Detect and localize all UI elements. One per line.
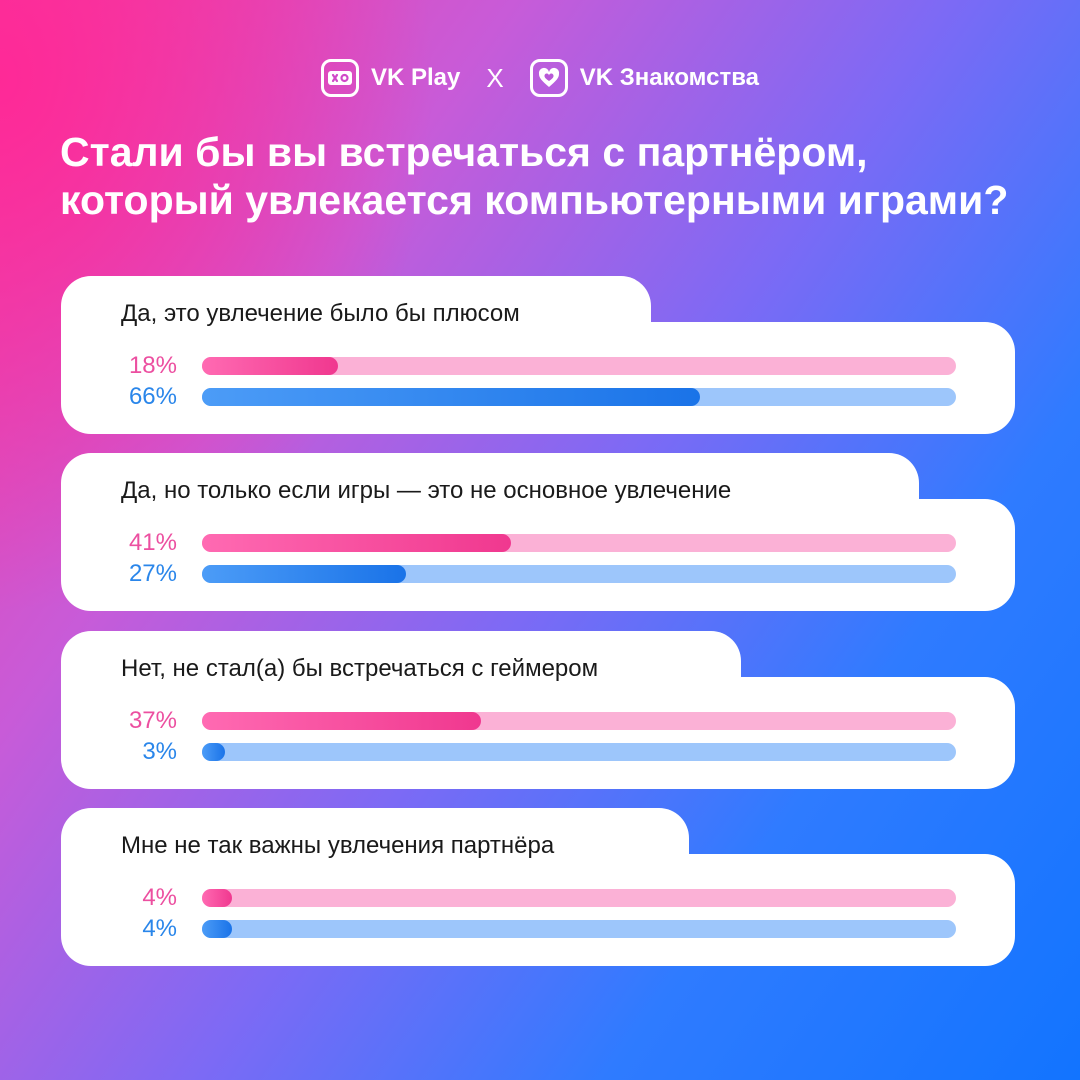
bar-fill-series-1 <box>202 534 512 552</box>
bar-row-series-1: 41% <box>61 529 1015 556</box>
bar-track-series-1 <box>202 534 956 552</box>
bar-track-series-2 <box>202 388 956 406</box>
value-label-series-1: 37% <box>128 707 177 734</box>
answer-option-label: Нет, не стал(а) бы встречаться с геймеро… <box>121 655 599 682</box>
brand-header: VK Play X VK Знакомства <box>0 58 1080 98</box>
bar-fill-series-2 <box>202 920 233 938</box>
vk-play-gamepad-icon <box>321 59 359 97</box>
bar-track-series-1 <box>202 357 956 375</box>
value-label-series-2: 4% <box>142 915 177 942</box>
bar-row-series-1: 4% <box>61 884 1015 911</box>
vk-play-brand-label: VK Play <box>371 64 461 91</box>
bar-fill-series-1 <box>202 357 338 375</box>
bar-track-series-2 <box>202 743 956 761</box>
answer-option-label: Да, но только если игры — это не основно… <box>121 477 732 504</box>
value-label-series-1: 41% <box>128 529 177 556</box>
bar-row-series-2: 66% <box>61 383 1015 410</box>
bar-track-series-1 <box>202 712 956 730</box>
answer-option-label: Да, это увлечение было бы плюсом <box>121 300 520 327</box>
bar-track-series-1 <box>202 889 956 907</box>
value-label-series-2: 66% <box>128 383 177 410</box>
value-label-series-2: 3% <box>142 738 177 765</box>
value-label-series-1: 18% <box>128 352 177 379</box>
bar-fill-series-1 <box>202 889 233 907</box>
bar-row-series-2: 27% <box>61 560 1015 587</box>
answer-card: Да, но только если игры — это не основно… <box>61 453 1015 611</box>
answer-option-label: Мне не так важны увлечения партнёра <box>121 832 555 859</box>
answer-card: Мне не так важны увлечения партнёра 4% 4… <box>61 808 1015 966</box>
bar-fill-series-2 <box>202 743 225 761</box>
answer-card: Нет, не стал(а) бы встречаться с геймеро… <box>61 631 1015 789</box>
vk-dating-brand: VK Знакомства <box>529 59 759 97</box>
bar-row-series-1: 18% <box>61 352 1015 379</box>
value-label-series-2: 27% <box>128 560 177 587</box>
bar-track-series-2 <box>202 565 956 583</box>
vk-play-brand: VK Play <box>321 59 460 97</box>
collab-separator: X <box>486 62 504 93</box>
bar-fill-series-1 <box>202 712 481 730</box>
vk-dating-brand-label: VK Знакомства <box>579 64 759 91</box>
answer-card-body <box>61 677 1015 789</box>
value-label-series-1: 4% <box>142 884 177 911</box>
survey-question-line-1: Стали бы вы встречаться с партнёром, <box>60 129 868 175</box>
answer-card-body <box>61 322 1015 434</box>
bar-row-series-1: 37% <box>61 707 1015 734</box>
bar-row-series-2: 4% <box>61 915 1015 942</box>
answer-card: Да, это увлечение было бы плюсом 18% 66% <box>61 276 1015 434</box>
bar-row-series-2: 3% <box>61 738 1015 765</box>
bar-fill-series-2 <box>202 565 406 583</box>
vk-dating-heart-icon <box>529 59 568 97</box>
bar-track-series-2 <box>202 920 956 938</box>
answer-card-body <box>61 499 1015 611</box>
survey-question-line-2: который увлекается компьютерными играми? <box>60 177 1009 223</box>
bar-fill-series-2 <box>202 388 700 406</box>
answer-card-body <box>61 854 1015 966</box>
survey-question: Стали бы вы встречаться с партнёром, кот… <box>60 128 1040 224</box>
